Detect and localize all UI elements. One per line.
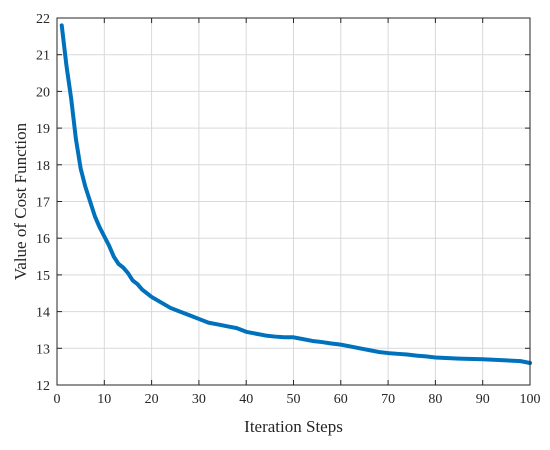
data-point xyxy=(112,255,115,258)
data-point xyxy=(292,336,295,339)
data-point xyxy=(415,354,418,357)
y-tick-label: 20 xyxy=(36,85,50,100)
data-point xyxy=(505,359,508,362)
data-point xyxy=(396,353,399,355)
data-point xyxy=(108,244,110,247)
data-point xyxy=(425,355,427,358)
data-point xyxy=(198,318,200,320)
y-tick-label: 19 xyxy=(36,122,50,137)
data-point xyxy=(65,64,68,67)
data-point xyxy=(79,167,82,170)
data-point xyxy=(217,323,219,326)
data-point xyxy=(481,358,484,361)
data-point xyxy=(98,226,101,228)
data-point xyxy=(136,283,139,285)
data-point xyxy=(94,215,96,217)
data-point xyxy=(117,263,120,265)
x-tick-label: 20 xyxy=(145,392,159,407)
data-point xyxy=(321,341,323,343)
y-tick-labels: 12 13 14 15 16 17 18 19 20 21 22 xyxy=(36,12,50,394)
x-tick-label: 70 xyxy=(381,392,395,407)
data-point xyxy=(60,24,63,27)
data-point xyxy=(235,327,238,329)
data-point xyxy=(75,138,77,140)
data-point xyxy=(358,347,361,350)
data-point xyxy=(387,352,389,354)
y-tick-label: 18 xyxy=(36,159,50,174)
x-tick-label: 100 xyxy=(520,392,541,407)
x-tick-label: 0 xyxy=(54,392,61,407)
x-axis-title: Iteration Steps xyxy=(244,417,343,436)
grid xyxy=(57,18,530,385)
y-tick-label: 13 xyxy=(36,342,50,357)
series-layer xyxy=(59,23,532,365)
data-point xyxy=(302,338,304,340)
data-point xyxy=(188,314,191,317)
y-tick-label: 17 xyxy=(36,196,50,211)
data-point xyxy=(254,332,257,335)
data-point xyxy=(89,200,91,203)
data-point xyxy=(103,235,106,238)
data-point xyxy=(458,357,460,360)
y-tick-label: 15 xyxy=(36,269,50,284)
data-point xyxy=(70,97,72,100)
y-tick-label: 21 xyxy=(36,49,50,64)
data-point xyxy=(141,288,143,291)
data-point xyxy=(519,360,522,362)
x-tick-label: 60 xyxy=(334,392,348,407)
data-point xyxy=(84,186,87,188)
x-tick-labels: 0 10 20 30 40 50 60 70 80 90 100 xyxy=(54,392,541,407)
data-point xyxy=(207,321,210,324)
data-point xyxy=(349,345,352,348)
x-tick-label: 10 xyxy=(97,392,111,407)
cost-function-line xyxy=(59,23,532,365)
data-point xyxy=(226,325,229,328)
data-point xyxy=(127,272,129,274)
data-point xyxy=(311,340,314,342)
data-point xyxy=(146,292,148,295)
x-tick-label: 80 xyxy=(428,392,442,407)
data-point xyxy=(340,343,342,346)
data-point xyxy=(368,349,370,351)
y-tick-label: 14 xyxy=(36,306,50,321)
data-point xyxy=(377,351,380,353)
data-point xyxy=(406,353,408,356)
x-tick-label: 90 xyxy=(476,392,490,407)
y-tick-label: 12 xyxy=(36,379,50,394)
y-tick-label: 16 xyxy=(36,232,50,247)
data-point xyxy=(245,330,247,333)
data-point xyxy=(283,336,285,339)
y-axis-title: Value of Cost Function xyxy=(11,122,30,280)
data-point xyxy=(150,296,153,298)
data-point xyxy=(169,307,172,309)
data-point xyxy=(131,279,134,282)
data-point xyxy=(160,301,162,304)
x-tick-label: 50 xyxy=(287,392,301,407)
data-point xyxy=(273,335,276,338)
ticks xyxy=(56,17,531,386)
data-point xyxy=(179,310,181,313)
x-tick-label: 30 xyxy=(192,392,206,407)
data-point xyxy=(264,334,266,337)
x-tick-label: 40 xyxy=(239,392,253,407)
data-point xyxy=(434,356,437,359)
y-tick-label: 22 xyxy=(36,12,50,27)
data-point xyxy=(330,342,333,345)
data-point xyxy=(122,266,125,269)
